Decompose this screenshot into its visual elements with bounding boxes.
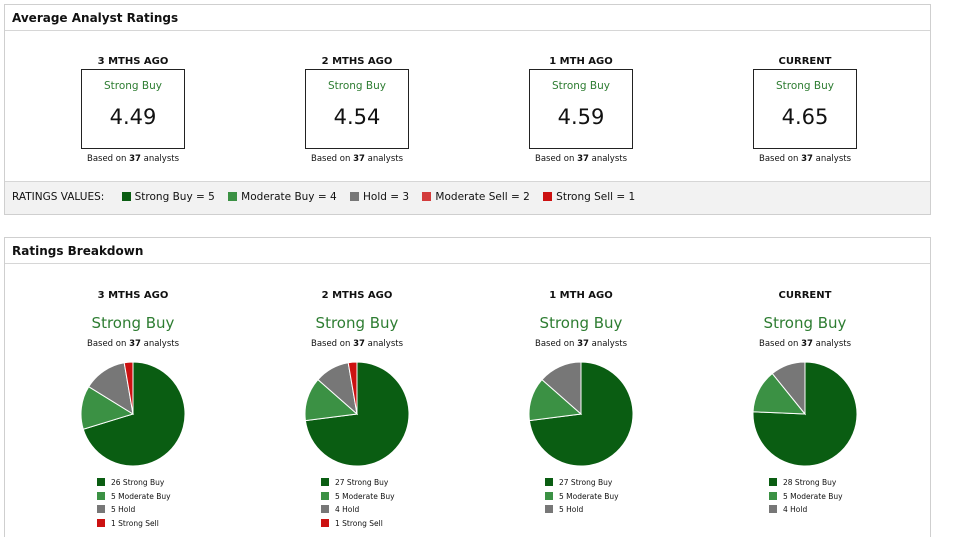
strong-sell-swatch bbox=[543, 192, 553, 201]
rating-score: 4.59 bbox=[557, 105, 605, 129]
ratings-value-item: Strong Buy = 5 bbox=[134, 191, 215, 203]
period-title: CURRENT bbox=[778, 56, 832, 67]
hold-swatch bbox=[97, 505, 105, 513]
moderate-buy-swatch bbox=[97, 491, 105, 500]
legend-item: 5 Moderate Buy bbox=[769, 490, 843, 504]
legend-item: 26 Strong Buy bbox=[97, 476, 171, 490]
based-on-text: Based on 37 analysts bbox=[310, 339, 404, 349]
strong-buy-swatch bbox=[97, 478, 105, 486]
strong-buy-swatch bbox=[321, 478, 329, 486]
ratings-value-item: Hold = 3 bbox=[363, 191, 410, 203]
rating-label: Strong Buy bbox=[327, 80, 387, 92]
consensus-rating: Strong Buy bbox=[539, 314, 623, 332]
based-on-text: Based on 37 analysts bbox=[758, 154, 852, 164]
hold-swatch bbox=[545, 505, 553, 513]
legend-item: 5 Hold bbox=[545, 503, 619, 517]
pie-legend: 27 Strong Buy 5 Moderate Buy 4 Hold 1 St… bbox=[321, 476, 395, 530]
hold-swatch bbox=[321, 505, 329, 513]
strong-buy-swatch bbox=[545, 478, 553, 486]
based-on-text: Based on 37 analysts bbox=[310, 154, 404, 164]
legend-item: 4 Hold bbox=[321, 503, 395, 517]
strong-buy-swatch bbox=[769, 478, 777, 486]
legend-item: 5 Moderate Buy bbox=[545, 490, 619, 504]
ratings-breakdown-title: Ratings Breakdown bbox=[5, 238, 930, 264]
ratings-value-item: Strong Sell = 1 bbox=[556, 191, 636, 203]
ratings-pie-chart bbox=[304, 361, 410, 467]
legend-item: 5 Hold bbox=[97, 503, 171, 517]
pie-legend: 28 Strong Buy 5 Moderate Buy 4 Hold bbox=[769, 476, 843, 517]
strong-sell-swatch bbox=[97, 518, 105, 527]
rating-box: Strong Buy 4.65 bbox=[753, 69, 857, 149]
ratings-values-label: RATINGS VALUES: bbox=[12, 191, 105, 203]
period-title: 1 MTH AGO bbox=[549, 290, 613, 301]
period-title: 3 MTHS AGO bbox=[97, 56, 169, 67]
based-on-text: Based on 37 analysts bbox=[534, 339, 628, 349]
pie-legend: 26 Strong Buy 5 Moderate Buy 5 Hold 1 St… bbox=[97, 476, 171, 530]
average-analyst-ratings-panel: Average Analyst Ratings 3 MTHS AGO Stron… bbox=[4, 4, 931, 215]
pie-legend: 27 Strong Buy 5 Moderate Buy 5 Hold bbox=[545, 476, 619, 517]
hold-swatch bbox=[350, 192, 360, 201]
rating-label: Strong Buy bbox=[551, 80, 611, 92]
based-on-text: Based on 37 analysts bbox=[758, 339, 852, 349]
ratings-value-item: Moderate Sell = 2 bbox=[435, 191, 530, 203]
consensus-rating: Strong Buy bbox=[763, 314, 847, 332]
moderate-buy-swatch bbox=[228, 192, 238, 201]
based-on-text: Based on 37 analysts bbox=[86, 154, 180, 164]
moderate-sell-swatch bbox=[422, 192, 432, 201]
rating-box: Strong Buy 4.54 bbox=[305, 69, 409, 149]
rating-box: Strong Buy 4.49 bbox=[81, 69, 185, 149]
strong-buy-swatch bbox=[121, 192, 131, 201]
rating-score: 4.49 bbox=[109, 105, 157, 129]
period-title: CURRENT bbox=[778, 290, 832, 301]
based-on-text: Based on 37 analysts bbox=[86, 339, 180, 349]
strong-sell-swatch bbox=[321, 518, 329, 527]
pie-slice-strong-sell bbox=[123, 361, 134, 415]
legend-item: 5 Moderate Buy bbox=[97, 490, 171, 504]
moderate-buy-swatch bbox=[545, 491, 553, 500]
legend-item: 27 Strong Buy bbox=[321, 476, 395, 490]
consensus-rating: Strong Buy bbox=[91, 314, 175, 332]
ratings-values-bar: RATINGS VALUES: Strong Buy = 5 Moderate … bbox=[5, 181, 930, 214]
moderate-buy-swatch bbox=[321, 491, 329, 500]
legend-item: 5 Moderate Buy bbox=[321, 490, 395, 504]
hold-swatch bbox=[769, 505, 777, 513]
legend-item: 1 Strong Sell bbox=[97, 517, 171, 531]
legend-item: 28 Strong Buy bbox=[769, 476, 843, 490]
rating-score: 4.54 bbox=[333, 105, 381, 129]
period-title: 2 MTHS AGO bbox=[321, 56, 393, 67]
period-title: 3 MTHS AGO bbox=[97, 290, 169, 301]
consensus-rating: Strong Buy bbox=[315, 314, 399, 332]
rating-box: Strong Buy 4.59 bbox=[529, 69, 633, 149]
ratings-pie-chart bbox=[80, 361, 186, 467]
rating-score: 4.65 bbox=[781, 105, 829, 129]
rating-label: Strong Buy bbox=[103, 80, 163, 92]
period-title: 2 MTHS AGO bbox=[321, 290, 393, 301]
ratings-breakdown-panel: Ratings Breakdown 3 MTHS AGO Strong Buy … bbox=[4, 237, 931, 537]
ratings-value-item: Moderate Buy = 4 bbox=[241, 191, 337, 203]
pie-slice-hold bbox=[541, 361, 582, 416]
pie-slice-strong-sell bbox=[347, 361, 358, 415]
pie-slice-strong-buy bbox=[82, 361, 186, 467]
pie-slice-hold bbox=[771, 361, 806, 416]
moderate-buy-swatch bbox=[769, 491, 777, 500]
legend-item: 1 Strong Sell bbox=[321, 517, 395, 531]
based-on-text: Based on 37 analysts bbox=[534, 154, 628, 164]
ratings-pie-chart bbox=[528, 361, 634, 467]
period-title: 1 MTH AGO bbox=[549, 56, 613, 67]
legend-item: 4 Hold bbox=[769, 503, 843, 517]
ratings-pie-chart bbox=[752, 361, 858, 467]
rating-label: Strong Buy bbox=[775, 80, 835, 92]
average-ratings-title: Average Analyst Ratings bbox=[5, 5, 930, 31]
legend-item: 27 Strong Buy bbox=[545, 476, 619, 490]
